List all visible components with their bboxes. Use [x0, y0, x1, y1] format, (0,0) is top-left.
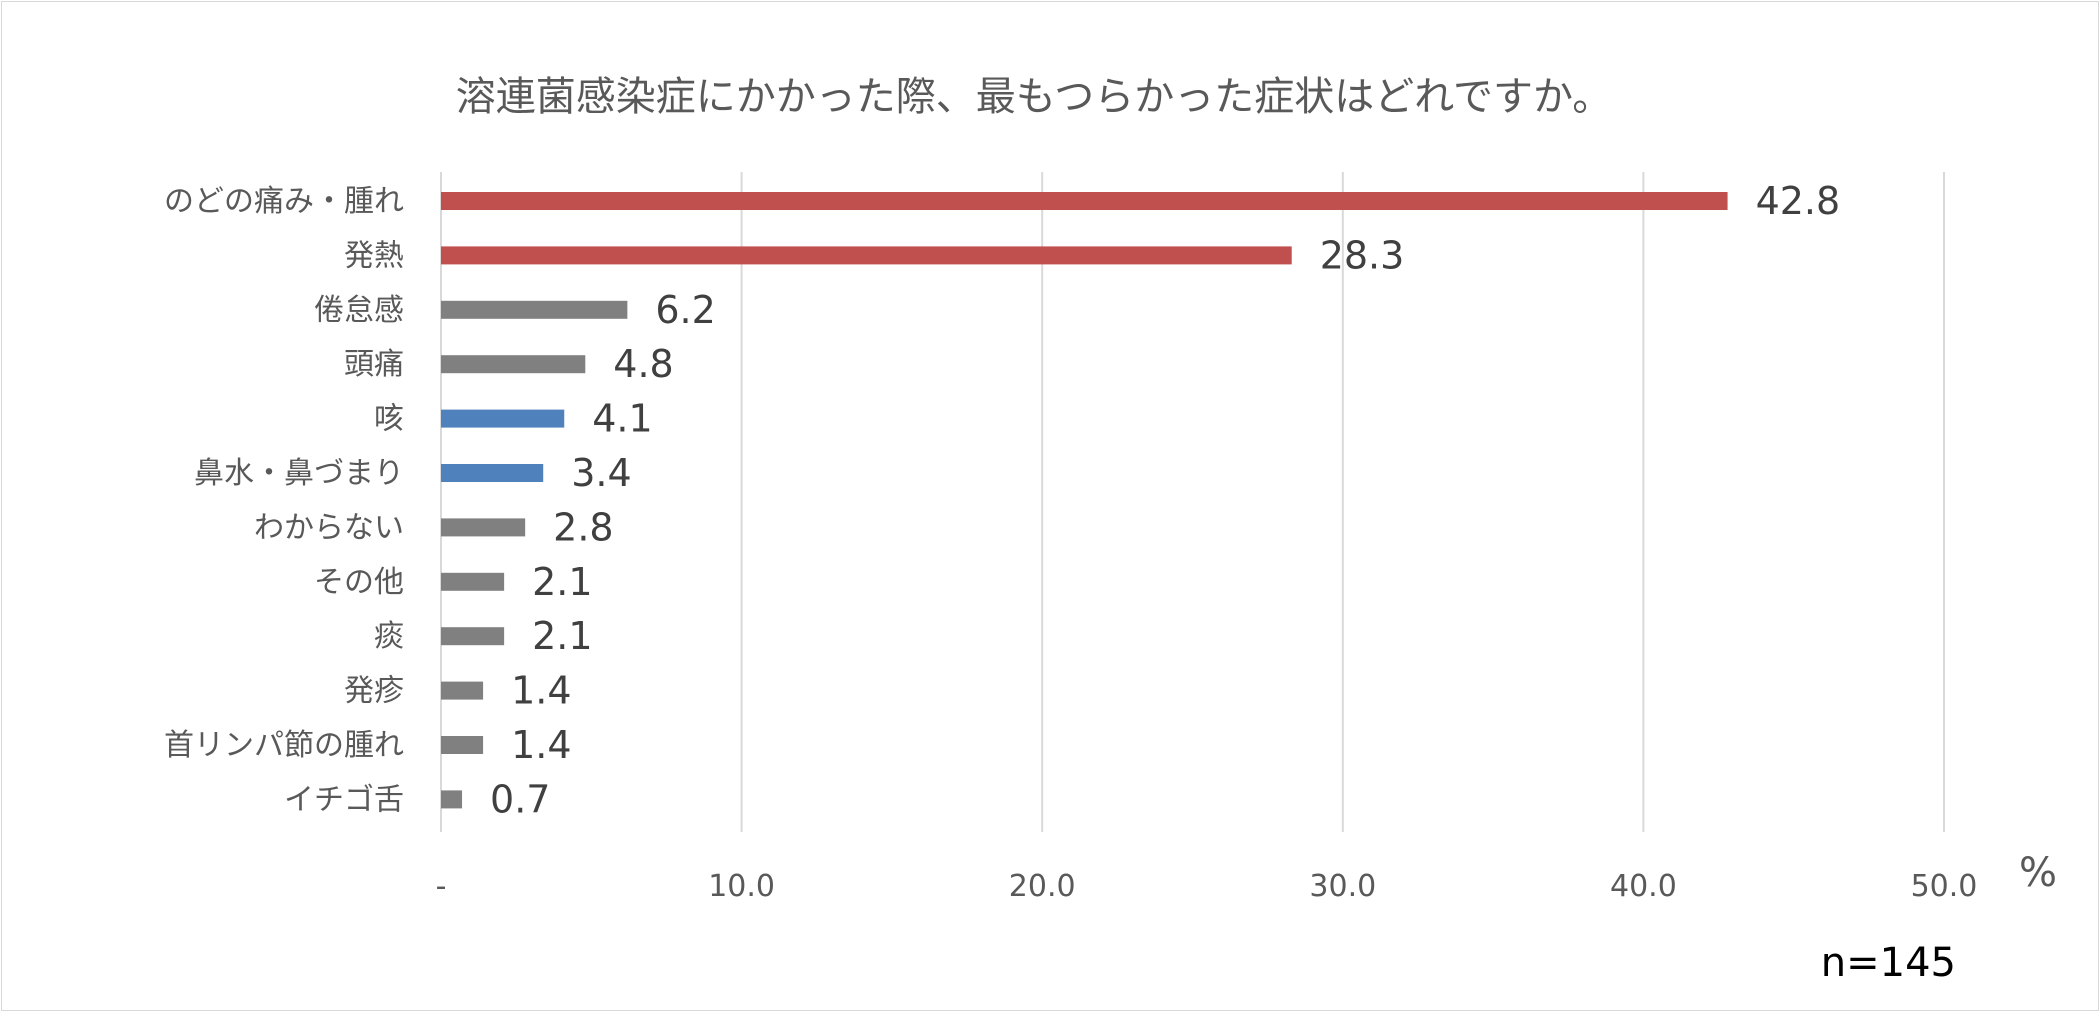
category-label: イチゴ舌 — [284, 782, 404, 817]
x-tick-label: 30.0 — [1309, 869, 1376, 904]
data-label: 4.8 — [613, 342, 673, 386]
category-label: わからない — [254, 510, 404, 545]
x-tick-label: 10.0 — [708, 869, 775, 904]
category-label: 発疹 — [344, 674, 404, 709]
sample-size-annotation: n=145 — [1821, 940, 1956, 986]
data-label: 28.3 — [1320, 233, 1405, 277]
data-label: 6.2 — [655, 288, 715, 332]
bar — [441, 409, 565, 428]
chart-title: 溶連菌感染症にかかった際、最もつらかった症状はどれですか。 — [456, 74, 1612, 120]
x-axis-unit-label: % — [2019, 850, 2057, 896]
category-label: 鼻水・鼻づまり — [194, 456, 404, 491]
data-label: 0.7 — [490, 777, 550, 821]
data-label: 42.8 — [1756, 179, 1841, 223]
category-labels: のどの痛み・腫れ発熱倦怠感頭痛咳鼻水・鼻づまりわからないその他痰発疹首リンパ節の… — [164, 184, 404, 817]
x-tick-label: 50.0 — [1911, 869, 1978, 904]
data-label: 1.4 — [511, 669, 571, 713]
bar — [441, 681, 484, 700]
category-label: 咳 — [374, 402, 404, 437]
bar — [441, 355, 586, 374]
bar — [441, 627, 505, 646]
data-label: 1.4 — [511, 723, 571, 767]
x-tick-label: 40.0 — [1610, 869, 1677, 904]
x-tick-label: - — [436, 869, 447, 904]
x-tick-label: 20.0 — [1009, 869, 1076, 904]
bar — [441, 464, 544, 482]
category-label: 頭痛 — [344, 347, 404, 382]
category-label: のどの痛み・腫れ — [164, 184, 404, 219]
bar — [441, 736, 484, 754]
data-label: 2.8 — [553, 505, 613, 549]
category-label: その他 — [314, 565, 404, 600]
bar — [441, 192, 1728, 210]
bar — [441, 246, 1292, 265]
data-label: 2.1 — [532, 614, 592, 658]
data-label: 3.4 — [571, 451, 631, 495]
data-label: 4.1 — [592, 397, 652, 441]
bar — [441, 518, 526, 537]
bar — [441, 572, 505, 591]
category-label: 首リンパ節の腫れ — [164, 728, 404, 763]
data-labels: 42.8 28.3 6.2 4.8 4.1 3.4 2.8 2.1 2.1 1.4 1.4 0.7 — [490, 179, 1840, 821]
bar — [441, 300, 628, 319]
bars — [441, 192, 1728, 809]
data-label: 2.1 — [532, 560, 592, 604]
bar — [441, 790, 463, 809]
category-label: 痰 — [374, 619, 404, 654]
category-label: 発熱 — [344, 238, 404, 273]
x-axis-tick-labels: - 10.0 20.0 30.0 40.0 50.0 — [436, 869, 1978, 904]
category-label: 倦怠感 — [314, 293, 404, 328]
gridlines — [440, 172, 1945, 832]
